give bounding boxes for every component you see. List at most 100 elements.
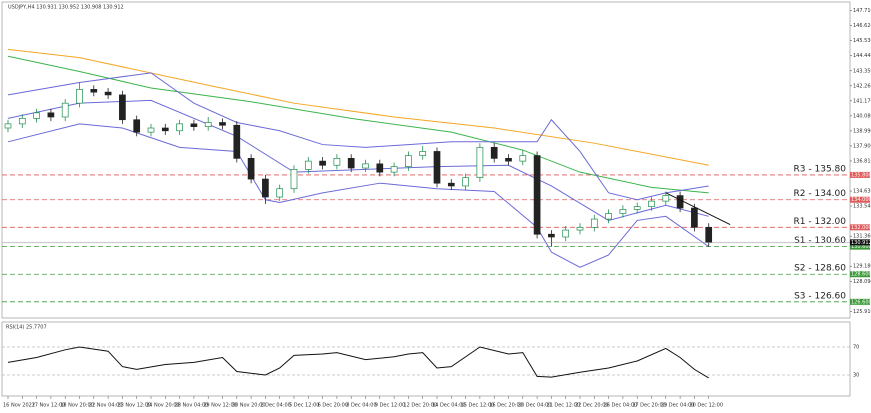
rsi-title: RSI(14) 25.7707 [6,325,47,331]
candle-body [304,160,312,170]
x-tick-label: 17 Nov 12:00 [32,403,66,409]
y-tick-label: 137.900 [853,143,871,149]
candle-body [176,123,183,132]
candle-body [204,122,212,127]
candle-body [119,94,126,121]
x-tick-label: 27 Dec 20:00 [632,403,666,409]
candle-body [462,177,469,187]
y-tick-label: 147.710 [853,8,871,14]
candle-body [247,158,255,180]
candle-body [576,226,584,231]
y-tick-label: 129.180 [853,264,871,270]
candle-body [490,146,498,159]
candle-body [548,233,555,238]
candle-body [362,163,369,169]
y-tick-label: 146.620 [853,23,871,29]
candle-body [662,195,670,202]
x-tick-label: 14 Dec 04:00 [432,403,466,409]
candle-body [233,124,241,159]
x-tick-label: 15 Dec 12:00 [461,403,495,409]
level-tag: 134.000 [851,197,871,203]
y-tick-label: 142.260 [853,83,871,89]
x-tick-label: 24 Nov 20:00 [146,403,180,409]
x-tick-label: 30 Dec 12:00 [689,403,723,409]
candle-body [419,151,427,156]
x-tick-label: 8 Dec 04:00 [346,403,376,409]
indicator-line [7,48,709,166]
x-tick-label: 16 Nov 2022 [3,403,35,409]
candle-body [376,163,384,173]
candle-body [104,91,112,96]
candle-body [605,213,612,220]
candle-body [219,122,226,126]
candle-body [347,158,355,169]
y-tick-label: 133.540 [853,204,871,210]
last-price-box [850,239,870,246]
candle-body [61,102,69,118]
candle-body [562,229,570,238]
level-label: S2 - 128.60 [794,264,846,274]
candle-body [76,89,83,104]
level-tag-box [850,224,870,231]
candle-body [333,158,341,166]
x-tick-label: 22 Nov 04:00 [89,403,123,409]
level-label: S3 - 126.60 [794,291,846,301]
x-tick-label: 5 Dec 12:00 [289,403,319,409]
candle-body [705,226,713,243]
level-tag-box [850,271,870,278]
x-tick-label: 21 Dec 12:00 [546,403,580,409]
trendline [665,192,731,226]
x-tick-label: 29 Nov 12:00 [203,403,237,409]
x-tick-label: 9 Dec 12:00 [375,403,405,409]
level-tag: 130.600 [851,244,871,250]
candle-body [633,206,641,210]
x-tick-label: 12 Dec 20:00 [403,403,437,409]
candle-body [147,127,155,133]
candle-body [676,195,684,209]
level-tag-box [850,171,870,178]
candle-body [290,169,298,190]
level-tag-box [850,298,870,305]
y-tick-label: 136.810 [853,158,871,164]
y-tick-label: 128.090 [853,279,871,285]
x-tick-label: 2 Dec 04:00 [260,403,290,409]
candle-body [433,151,441,184]
candle-body [276,188,284,198]
y-tick-label: 138.990 [853,128,871,134]
y-tick-label: 125.910 [853,309,871,315]
candle-body [133,119,141,133]
level-label: R1 - 132.00 [794,217,847,227]
candle-body [476,146,484,179]
candle-body [262,178,269,198]
level-tag: 135.800 [851,172,871,178]
x-tick-label: 28 Nov 04:00 [175,403,209,409]
candle-body [405,155,412,167]
rsi-line [7,346,709,379]
y-tick-label: 141.170 [853,98,871,104]
candle-body [691,207,698,228]
x-tick-label: 29 Dec 04:00 [661,403,695,409]
y-tick-label: 143.350 [853,68,871,74]
candle-body [519,155,527,162]
candle-body [190,123,198,127]
y-tick-label: 140.080 [853,113,871,119]
candle-body [161,127,169,132]
x-tick-label: 23 Nov 12:00 [117,403,151,409]
x-tick-label: 18 Nov 20:00 [60,403,94,409]
candle-body [47,112,55,118]
candle-body [4,123,12,129]
indicator-line [7,99,709,221]
candle-body [33,112,40,119]
candle-body [533,155,541,235]
x-tick-label: 30 Nov 20:00 [232,403,266,409]
y-tick-label: 134.630 [853,189,871,195]
level-tag: 128.600 [851,272,871,278]
level-tag-box [850,196,870,203]
candle-body [390,166,398,173]
y-tick-label: 145.530 [853,38,871,44]
x-tick-label: 6 Dec 20:00 [318,403,348,409]
rsi-panel [1,321,851,397]
indicator-line [7,55,709,194]
candle-body [648,200,655,207]
